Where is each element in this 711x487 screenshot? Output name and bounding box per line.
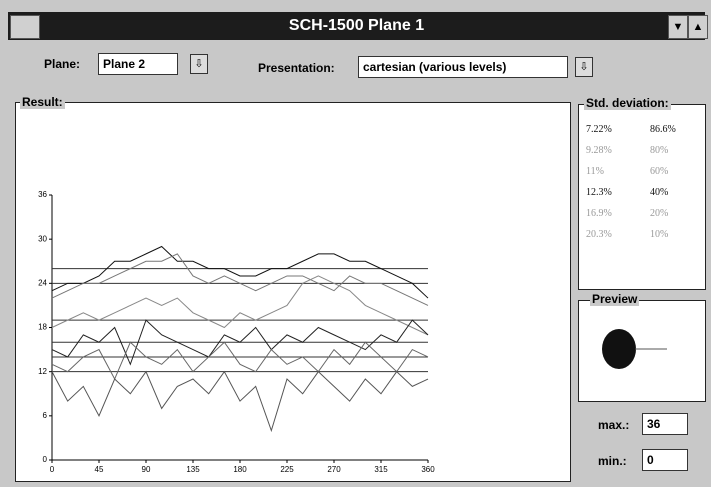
y-tick-label: 18 xyxy=(38,323,47,332)
max-label: max.: xyxy=(598,418,629,432)
std-deviation-label: Std. deviation: xyxy=(584,96,671,110)
std-deviation-cell: 86.6% xyxy=(650,124,676,135)
x-tick-label: 135 xyxy=(186,465,200,474)
x-tick-label: 315 xyxy=(374,465,388,474)
std-deviation-cell: 12.3% xyxy=(586,187,612,198)
minimize-button[interactable]: ▼ xyxy=(668,15,688,39)
max-input[interactable]: 36 xyxy=(642,413,688,435)
std-deviation-cell: 60% xyxy=(650,166,668,177)
y-tick-label: 24 xyxy=(38,278,47,287)
std-deviation-cell: 10% xyxy=(650,229,668,240)
y-tick-label: 12 xyxy=(38,367,47,376)
plane-label: Plane: xyxy=(44,57,80,71)
maximize-button[interactable]: ▲ xyxy=(688,15,708,39)
x-tick-label: 360 xyxy=(421,465,435,474)
series-line xyxy=(52,276,428,335)
std-deviation-cell: 40% xyxy=(650,187,668,198)
x-tick-label: 90 xyxy=(142,465,151,474)
std-deviation-cell: 16.9% xyxy=(586,208,612,219)
series-line xyxy=(52,247,428,299)
presentation-label: Presentation: xyxy=(258,61,335,75)
preview-blob xyxy=(602,329,636,369)
std-deviation-cell: 11% xyxy=(586,166,604,177)
presentation-dropdown[interactable]: ⇩ xyxy=(575,57,593,77)
y-tick-label: 30 xyxy=(38,234,47,243)
std-deviation-cell: 20.3% xyxy=(586,229,612,240)
plane-dropdown[interactable]: ⇩ xyxy=(190,54,208,74)
std-deviation-cell: 20% xyxy=(650,208,668,219)
preview-image xyxy=(579,301,703,399)
x-tick-label: 45 xyxy=(95,465,104,474)
min-label: min.: xyxy=(598,454,627,468)
x-tick-label: 0 xyxy=(50,465,55,474)
x-tick-label: 225 xyxy=(280,465,294,474)
series-line xyxy=(52,342,428,379)
window: SCH-1500 Plane 1 ▼ ▲ Plane: Plane 2 ⇩ Pr… xyxy=(0,0,711,487)
system-menu[interactable] xyxy=(10,15,40,39)
y-tick-label: 36 xyxy=(38,190,47,199)
std-deviation-cell: 9.28% xyxy=(586,145,612,156)
std-deviation-cell: 80% xyxy=(650,145,668,156)
y-tick-label: 0 xyxy=(43,455,48,464)
series-line xyxy=(52,372,428,431)
plane-select[interactable]: Plane 2 xyxy=(98,53,178,75)
min-input[interactable]: 0 xyxy=(642,449,688,471)
x-tick-label: 180 xyxy=(233,465,247,474)
std-deviation-cell: 7.22% xyxy=(586,124,612,135)
window-title: SCH-1500 Plane 1 xyxy=(8,12,705,40)
series-line xyxy=(52,254,428,306)
x-tick-label: 270 xyxy=(327,465,341,474)
y-tick-label: 6 xyxy=(43,411,48,420)
presentation-select[interactable]: cartesian (various levels) xyxy=(358,56,568,78)
